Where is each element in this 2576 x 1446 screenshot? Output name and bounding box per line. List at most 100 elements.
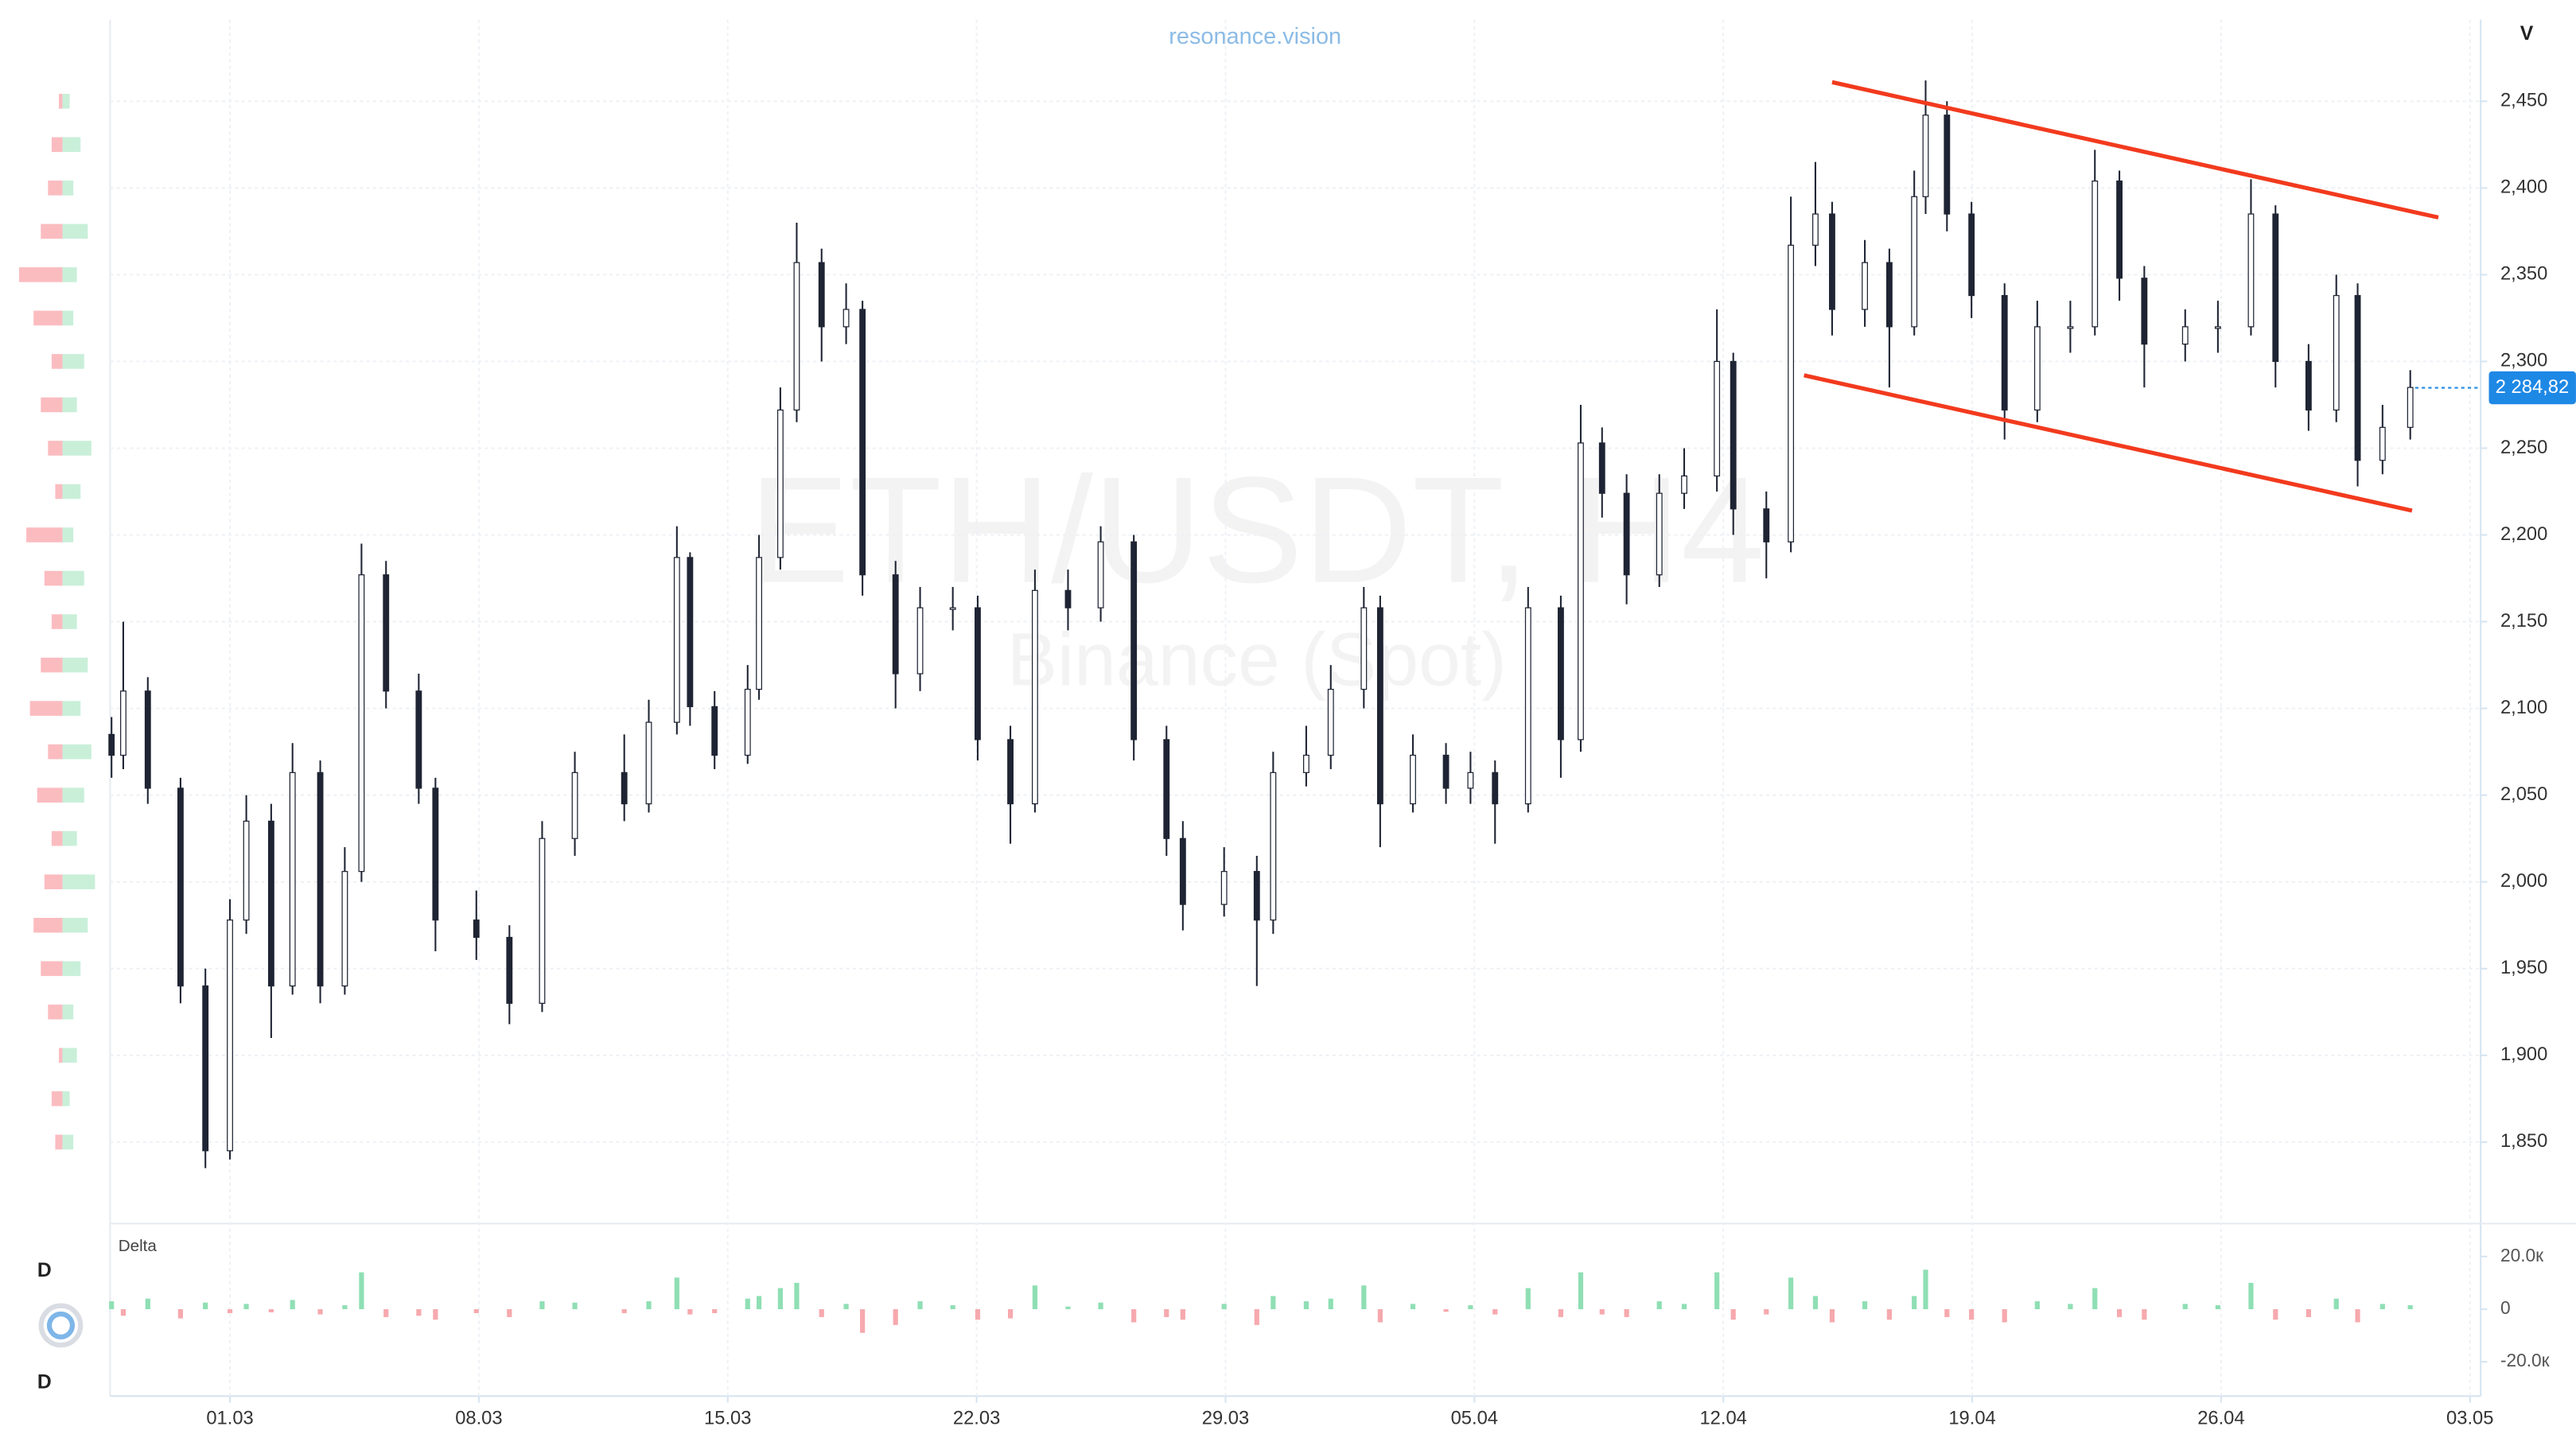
candle-body <box>1179 838 1186 905</box>
delta-bar <box>120 1308 126 1316</box>
candle-body <box>1327 689 1334 756</box>
profile-buy <box>62 1091 70 1106</box>
profile-sell <box>58 93 63 109</box>
delta-bar <box>2215 1305 2220 1309</box>
x-tick-label: 05.04 <box>1451 1408 1498 1429</box>
delta-bar <box>975 1308 981 1320</box>
profile-buy <box>62 441 91 456</box>
candle-body <box>1578 442 1584 740</box>
delta-bar <box>2379 1304 2385 1309</box>
axis-header[interactable]: V <box>2520 23 2534 45</box>
candle-body <box>2247 213 2255 328</box>
delta-bar <box>1829 1308 1835 1323</box>
profile-sell <box>51 614 63 629</box>
profile-buy <box>62 1134 74 1150</box>
delta-bar <box>2306 1308 2311 1317</box>
profile-buy <box>62 701 81 716</box>
profile-sell <box>48 441 63 456</box>
profile-buy <box>62 267 77 282</box>
profile-buy <box>62 1005 74 1020</box>
profile-buy <box>62 527 74 542</box>
candle-body <box>1714 360 1721 477</box>
x-tick-label: 26.04 <box>2197 1408 2244 1429</box>
candle-body <box>842 309 850 328</box>
profile-sell <box>41 657 63 673</box>
profile-sell <box>44 874 63 890</box>
delta-bar <box>2273 1308 2278 1320</box>
candle-body <box>756 557 763 690</box>
y-tick-label: 1,850 <box>2500 1131 2547 1152</box>
candle-body <box>1623 492 1630 576</box>
delta-bar <box>1492 1308 1498 1315</box>
pane-marker[interactable]: D <box>37 1371 52 1393</box>
profile-sell <box>51 1091 63 1106</box>
delta-bar <box>819 1308 824 1317</box>
candle-body <box>2214 326 2221 329</box>
candle-body <box>1829 213 1835 310</box>
candle-body <box>1922 115 1929 197</box>
delta-bar <box>1328 1298 1333 1309</box>
delta-bar <box>1862 1301 1868 1309</box>
profile-buy <box>62 484 81 499</box>
candle-body <box>144 690 151 789</box>
delta-bar <box>177 1308 184 1319</box>
candle-body <box>818 262 825 328</box>
candle-body <box>1270 772 1277 921</box>
candle-body <box>1303 754 1309 773</box>
pane-marker[interactable]: D <box>37 1260 52 1281</box>
delta-bar <box>712 1308 718 1313</box>
delta-bar <box>2407 1305 2413 1309</box>
candle-body <box>341 871 348 987</box>
profile-sell <box>51 137 63 153</box>
candle-body <box>859 309 866 576</box>
candle-body <box>415 690 422 789</box>
candle-body <box>687 557 694 708</box>
y-tick-label: 1,900 <box>2500 1044 2547 1065</box>
delta-bar <box>756 1296 762 1309</box>
delta-bar <box>2182 1304 2188 1309</box>
candle-body <box>1944 115 1951 215</box>
candle-body <box>227 919 233 1152</box>
candle-body <box>1911 196 1918 328</box>
candle-body <box>289 772 296 987</box>
profile-sell <box>41 397 63 413</box>
profile-sell <box>58 1048 63 1063</box>
delta-bar <box>1525 1288 1531 1309</box>
delta-bar <box>1377 1308 1383 1323</box>
delta-bar <box>950 1305 955 1309</box>
delta-bar <box>416 1308 422 1316</box>
pane-icon[interactable] <box>38 1303 84 1348</box>
x-tick-label: 03.05 <box>2446 1408 2493 1429</box>
candle-body <box>1253 871 1260 921</box>
candle-body <box>2092 180 2099 328</box>
candle-body <box>1763 508 1770 542</box>
x-tick-label: 08.03 <box>455 1408 502 1429</box>
candle-body <box>1558 607 1564 740</box>
last-price-label: 2 284,82 <box>2496 377 2569 398</box>
delta-bar <box>2248 1282 2254 1309</box>
candle-body <box>1064 589 1072 608</box>
candle-body <box>358 574 365 873</box>
candle-body <box>1885 262 1893 328</box>
y-tick-label: 2,150 <box>2500 611 2547 632</box>
candle-body <box>1360 607 1368 690</box>
delta-bar <box>1270 1296 1276 1309</box>
delta-bar <box>777 1288 783 1309</box>
profile-buy <box>62 93 70 109</box>
profile-sell <box>26 527 63 542</box>
candle-body <box>1467 772 1474 789</box>
y-tick-label: 2,050 <box>2500 784 2547 805</box>
y-tick-label: 2,200 <box>2500 524 2547 545</box>
candle-body <box>2181 326 2189 345</box>
brand-title[interactable]: resonance.vision <box>1169 24 1341 49</box>
delta-bar <box>1944 1308 1950 1317</box>
y-tick-label: 2,450 <box>2500 91 2547 111</box>
profile-buy <box>62 397 77 413</box>
x-tick-label: 29.03 <box>1202 1408 1249 1429</box>
candle-body <box>1492 772 1499 805</box>
candle-body <box>432 787 439 921</box>
profile-sell <box>55 484 63 499</box>
candle-body <box>177 787 184 987</box>
